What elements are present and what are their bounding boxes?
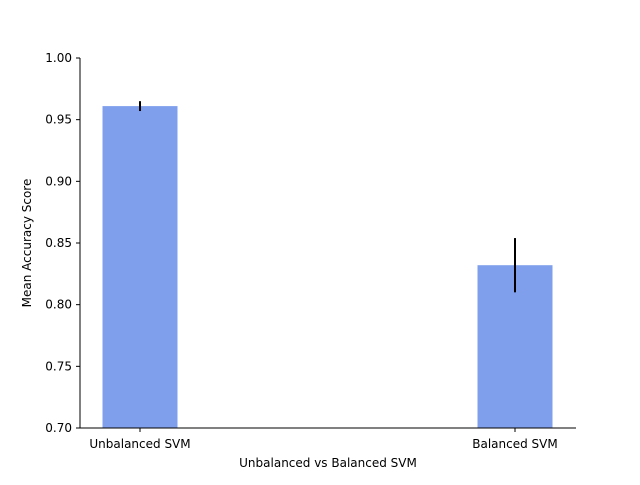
y-tick-label: 0.95 [45, 113, 72, 127]
y-tick-label: 1.00 [45, 51, 72, 65]
x-ticks: Unbalanced SVM Balanced SVM [89, 428, 558, 451]
y-tick-label: 0.70 [45, 421, 72, 435]
y-tick-label: 0.80 [45, 298, 72, 312]
bars-layer [102, 106, 553, 428]
y-tick-label: 0.90 [45, 174, 72, 188]
y-axis-label: Mean Accuracy Score [20, 179, 34, 308]
y-tick-label: 0.85 [45, 236, 72, 250]
bar-unbalanced-svm [102, 106, 178, 428]
x-tick-label: Balanced SVM [472, 437, 557, 451]
y-ticks: 0.70 0.75 0.80 0.85 0.90 0.95 1.00 [45, 51, 80, 435]
error-bars-layer [139, 101, 516, 293]
x-axis-label: Unbalanced vs Balanced SVM [239, 456, 417, 470]
x-tick-label: Unbalanced SVM [89, 437, 190, 451]
y-tick-label: 0.75 [45, 359, 72, 373]
